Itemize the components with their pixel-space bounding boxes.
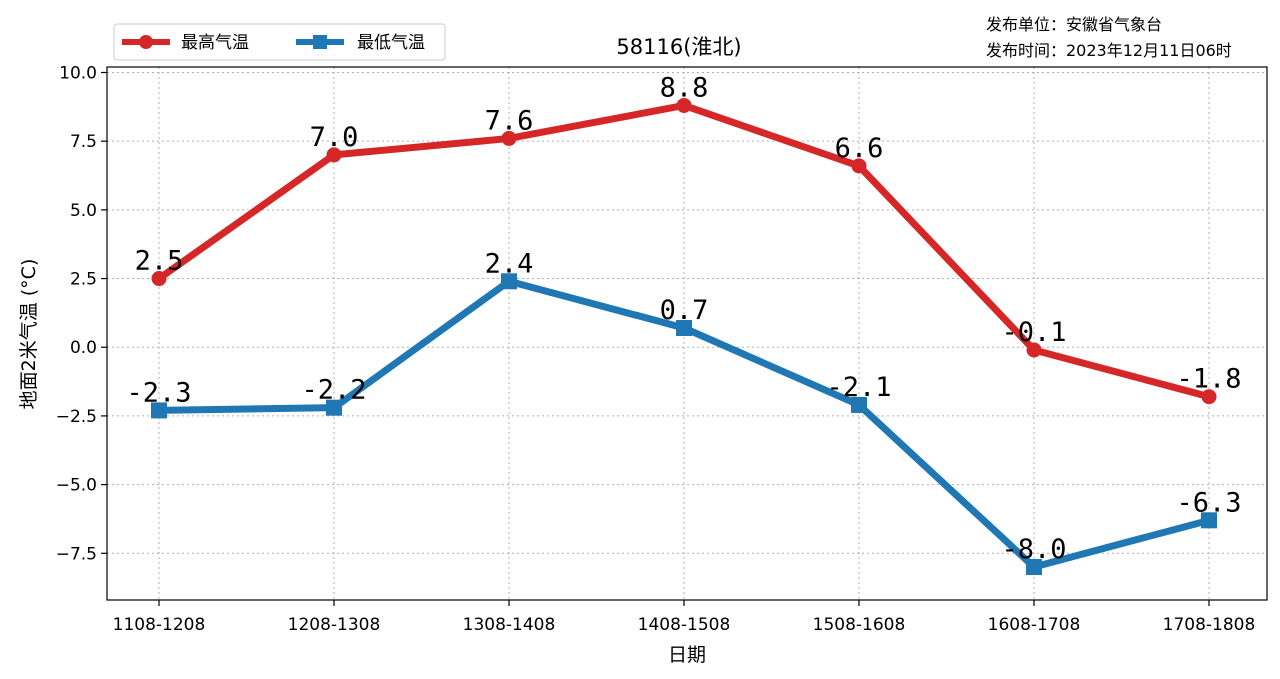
max-temp-data-label: 6.6 bbox=[835, 133, 884, 164]
plot-frame bbox=[106, 66, 1268, 601]
legend-marker-max bbox=[139, 35, 153, 49]
legend-marker-min bbox=[313, 35, 327, 49]
max-temp-point bbox=[851, 158, 867, 174]
y-tick-label: 0.0 bbox=[70, 338, 97, 358]
max-temp-point bbox=[501, 130, 517, 146]
legend-label-min: 最低气温 bbox=[357, 33, 425, 53]
min-temp-data-label: 2.4 bbox=[485, 248, 534, 279]
min-temp-point bbox=[1201, 512, 1217, 529]
min-temp-point bbox=[851, 396, 867, 413]
max-temp-point bbox=[1026, 342, 1042, 358]
x-tick-label: 1708-1808 bbox=[1163, 615, 1256, 635]
min-temp-data-label: 0.7 bbox=[660, 295, 709, 326]
legend-label-max: 最高气温 bbox=[181, 33, 249, 53]
y-tick-label: 7.5 bbox=[70, 132, 97, 152]
x-tick-label: 1108-1208 bbox=[113, 615, 206, 635]
x-tick-label: 1508-1608 bbox=[813, 615, 906, 635]
chart-title: 58116(淮北) bbox=[616, 35, 741, 59]
min-temp-point bbox=[501, 273, 517, 290]
min-temp-point bbox=[1026, 559, 1042, 576]
min-temp-point bbox=[676, 320, 692, 337]
min-temp-data-label: -6.3 bbox=[1176, 487, 1241, 518]
max-temp-data-label: 8.8 bbox=[660, 72, 709, 103]
legend-frame bbox=[113, 23, 446, 61]
max-temp-data-label: 7.0 bbox=[310, 122, 359, 153]
min-temp-point bbox=[151, 402, 167, 419]
max-temp-data-label: 2.5 bbox=[135, 246, 184, 277]
min-temp-data-label: -8.0 bbox=[1001, 534, 1066, 565]
y-tick-label: 10.0 bbox=[59, 63, 97, 83]
y-tick-label: 2.5 bbox=[70, 270, 97, 290]
x-tick-label: 1608-1708 bbox=[988, 615, 1081, 635]
max-temp-data-label: 7.6 bbox=[485, 105, 534, 136]
publisher-unit: 发布单位：安徽省气象台 bbox=[986, 15, 1162, 34]
min-temp-data-label: -2.2 bbox=[301, 375, 366, 406]
y-tick-label: −7.5 bbox=[56, 544, 97, 564]
legend: 最高气温 最低气温 bbox=[113, 23, 446, 61]
y-tick-label: −2.5 bbox=[56, 407, 97, 427]
max-temp-point bbox=[151, 271, 167, 287]
max-temp-data-label: -0.1 bbox=[1001, 317, 1066, 348]
min-temp-point bbox=[326, 399, 342, 416]
publisher-time: 发布时间：2023年12月11日06时 bbox=[986, 41, 1232, 60]
max-temp-point bbox=[326, 147, 342, 163]
max-temp-data-label: -1.8 bbox=[1176, 364, 1241, 395]
x-tick-label: 1308-1408 bbox=[463, 615, 556, 635]
min-temp-data-label: -2.1 bbox=[826, 372, 891, 403]
max-temp-point bbox=[1201, 389, 1217, 405]
x-tick-label: 1408-1508 bbox=[638, 615, 731, 635]
y-tick-label: 5.0 bbox=[70, 201, 97, 221]
x-tick-label: 1208-1308 bbox=[288, 615, 381, 635]
y-tick-label: −5.0 bbox=[56, 476, 97, 496]
min-temp-data-label: -2.3 bbox=[126, 377, 191, 408]
x-axis-title: 日期 bbox=[668, 644, 706, 666]
max-temp-point bbox=[676, 97, 692, 113]
y-axis-title: 地面2米气温 (°C) bbox=[18, 259, 40, 410]
